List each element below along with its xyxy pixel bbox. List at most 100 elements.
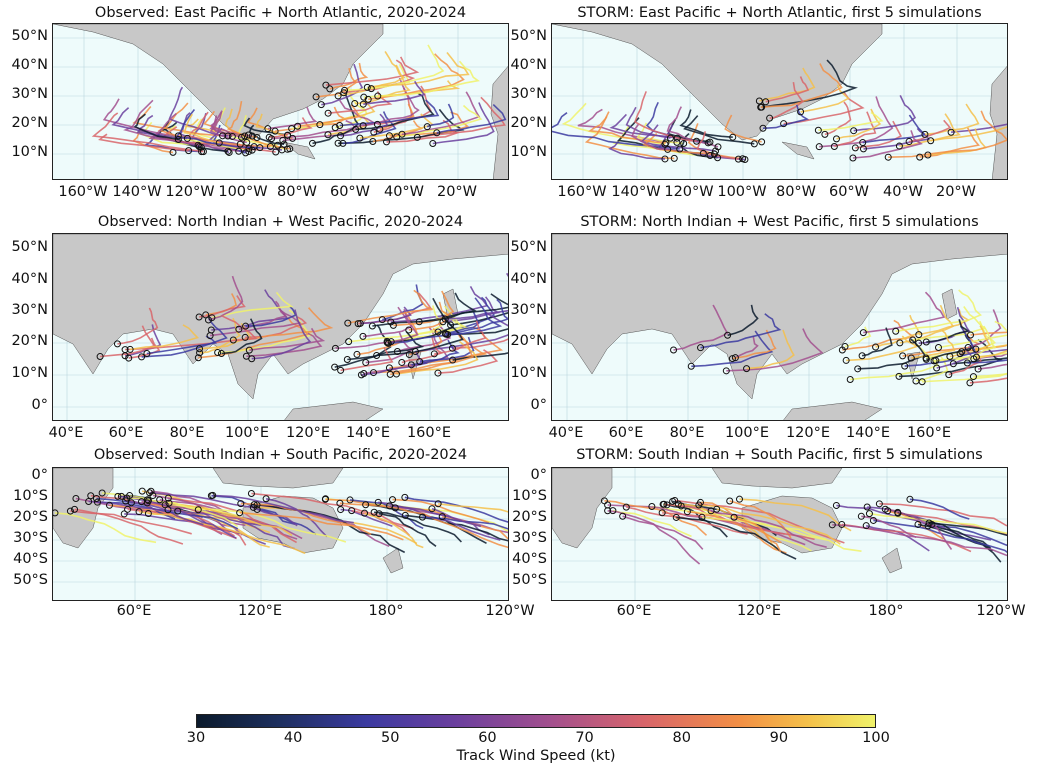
map-svg-5 <box>53 468 508 600</box>
genesis-marker <box>815 143 823 151</box>
genesis-marker <box>164 506 172 514</box>
genesis-marker <box>361 509 369 517</box>
genesis-marker <box>429 140 437 148</box>
genesis-marker <box>838 520 846 528</box>
genesis-marker <box>448 344 456 352</box>
storm-track <box>392 498 490 524</box>
storm-track <box>824 101 852 136</box>
genesis-marker <box>609 507 617 515</box>
genesis-marker <box>974 365 982 373</box>
genesis-marker <box>360 93 368 101</box>
land-mass <box>783 401 883 420</box>
genesis-marker <box>209 491 217 499</box>
storm-track <box>386 119 460 143</box>
storm-track <box>415 311 508 353</box>
genesis-marker <box>225 148 233 156</box>
genesis-marker <box>359 332 367 340</box>
storm-track <box>926 319 970 343</box>
storm-track <box>117 307 159 345</box>
genesis-marker <box>96 353 104 361</box>
genesis-marker <box>161 501 169 509</box>
storm-track <box>609 113 678 139</box>
genesis-marker <box>846 376 854 384</box>
genesis-marker <box>204 316 212 324</box>
genesis-marker <box>164 494 172 502</box>
y-tick-label: 40°S <box>512 551 547 567</box>
genesis-marker <box>337 366 345 374</box>
genesis-marker <box>214 349 222 357</box>
genesis-marker <box>438 513 446 521</box>
x-tick-label: 100°E <box>724 425 770 441</box>
colorbar-tick-label: 50 <box>381 730 400 746</box>
storm-track <box>969 377 1007 384</box>
y-tick-label: 0° <box>530 397 547 413</box>
storm-track <box>698 504 841 545</box>
genesis-marker <box>243 138 251 146</box>
genesis-marker <box>757 103 765 111</box>
genesis-marker <box>241 132 249 140</box>
genesis-marker <box>780 120 788 128</box>
genesis-marker <box>946 352 954 360</box>
storm-track <box>90 494 237 540</box>
genesis-marker <box>343 356 351 364</box>
storm-track <box>612 509 692 538</box>
genesis-marker <box>256 144 264 152</box>
storm-track <box>351 509 411 537</box>
storm-track <box>221 318 263 355</box>
genesis-marker <box>228 132 236 140</box>
genesis-marker <box>766 114 774 122</box>
genesis-marker <box>660 500 668 508</box>
storm-track <box>198 316 309 359</box>
storm-track <box>970 331 1007 336</box>
storm-track <box>696 131 739 160</box>
genesis-marker <box>405 351 413 359</box>
storm-track <box>364 512 424 549</box>
genesis-marker <box>934 343 942 351</box>
x-tick-label: 180° <box>868 603 904 619</box>
genesis-marker <box>872 343 880 351</box>
colorbar-tick-label: 100 <box>862 730 890 746</box>
genesis-marker <box>730 513 738 521</box>
genesis-marker <box>758 138 766 146</box>
map-south-indian-south-pacific-storm <box>551 467 1008 601</box>
y-tick-label: 40°N <box>510 271 547 287</box>
genesis-marker <box>927 137 935 145</box>
genesis-marker <box>430 350 438 358</box>
storm-track <box>102 98 179 137</box>
storm-track <box>316 67 358 98</box>
genesis-marker <box>121 346 129 354</box>
genesis-marker <box>389 496 397 504</box>
genesis-marker <box>183 134 191 142</box>
genesis-marker <box>434 369 442 377</box>
map-east-pacific-atlantic-observed <box>52 23 509 180</box>
genesis-marker <box>832 501 840 509</box>
genesis-marker <box>217 350 225 358</box>
genesis-marker <box>762 98 770 106</box>
genesis-marker <box>972 345 980 353</box>
map-svg-4 <box>552 234 1007 420</box>
storm-track <box>233 307 334 341</box>
storm-track <box>853 95 917 132</box>
genesis-marker <box>316 121 324 129</box>
storm-track <box>198 295 246 318</box>
storm-track <box>111 107 188 140</box>
storm-track <box>918 308 970 336</box>
genesis-marker <box>206 332 214 340</box>
genesis-marker <box>331 124 339 132</box>
colorbar-tick-label: 40 <box>283 730 303 746</box>
storm-track <box>437 349 499 374</box>
genesis-marker <box>698 513 706 521</box>
storm-track <box>732 329 777 360</box>
genesis-marker <box>858 352 866 360</box>
genesis-marker <box>125 354 133 362</box>
map-south-indian-south-pacific-observed <box>52 467 509 601</box>
storm-track <box>70 510 192 535</box>
genesis-marker <box>138 353 146 361</box>
storm-track <box>396 104 483 138</box>
storm-track <box>54 512 157 544</box>
storm-track <box>691 330 774 368</box>
genesis-marker <box>321 495 329 503</box>
genesis-marker <box>830 142 838 150</box>
storm-track <box>141 317 228 358</box>
y-tick-label: 30°N <box>510 302 547 318</box>
